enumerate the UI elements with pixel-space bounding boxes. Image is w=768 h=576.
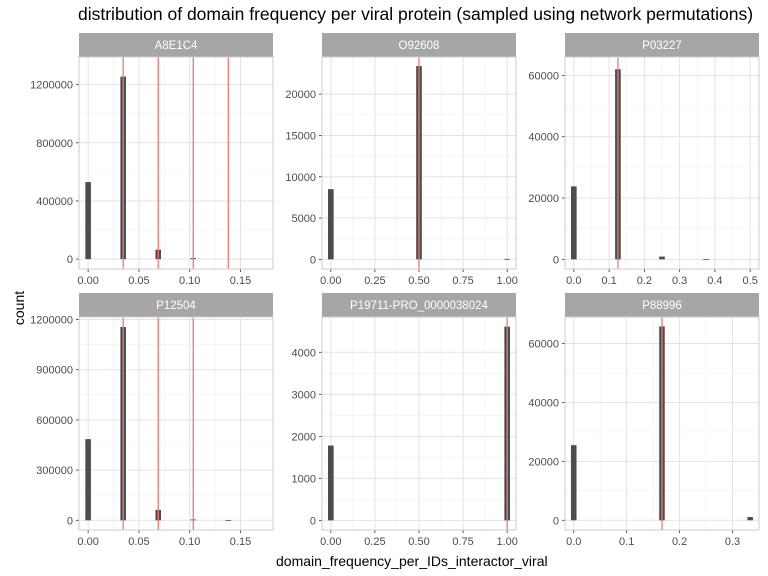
strip-O92608	[322, 33, 516, 57]
x-tick-label: 1.00	[496, 536, 517, 548]
strip-label: P19711-PRO_0000038024	[350, 300, 489, 312]
x-tick-label: 0.2	[672, 536, 687, 548]
x-tick-label: 0.00	[320, 275, 341, 287]
y-tick-label: 0	[67, 515, 73, 527]
y-tick-label: 60000	[528, 70, 559, 82]
y-tick-label: 800000	[36, 138, 73, 150]
y-tick-label: 400000	[36, 196, 73, 208]
x-tick-label: 0.05	[128, 275, 149, 287]
strip-label: P88996	[642, 300, 682, 312]
y-tick-label: 2000	[292, 431, 316, 443]
chart-title: distribution of domain frequency per vir…	[78, 4, 754, 24]
x-axis-label: domain_frequency_per_IDs_interactor_vira…	[276, 553, 548, 569]
y-tick-label: 3000	[292, 389, 316, 401]
y-tick-label: 600000	[36, 415, 73, 427]
panel-border	[564, 316, 760, 531]
y-tick-label: 0	[310, 254, 316, 266]
strip-P88996	[565, 293, 759, 317]
x-tick-label: 0.75	[452, 275, 473, 287]
histogram-bar	[703, 259, 709, 261]
x-tick-label: 0.50	[408, 536, 429, 548]
histogram-bar	[570, 186, 577, 260]
strip-P03227	[565, 33, 759, 57]
y-tick-label: 300000	[36, 465, 73, 477]
histogram-bar	[659, 256, 665, 260]
panel-border	[321, 316, 517, 531]
x-tick-label: 0.15	[230, 275, 251, 287]
x-tick-label: 0.10	[179, 275, 200, 287]
y-tick-label: 40000	[528, 397, 559, 409]
y-tick-label: 0	[310, 515, 316, 527]
histogram-bar	[504, 258, 511, 260]
y-tick-label: 20000	[528, 456, 559, 468]
x-tick-label: 0.00	[77, 275, 98, 287]
y-tick-label: 60000	[528, 339, 559, 351]
x-tick-label: 0.3	[725, 536, 740, 548]
histogram-bar	[225, 520, 232, 521]
y-tick-label: 10000	[285, 172, 316, 184]
y-tick-label: 1200000	[30, 80, 73, 92]
x-tick-label: 1.00	[496, 275, 517, 287]
histogram-bar	[327, 445, 334, 521]
x-tick-label: 0.00	[320, 536, 341, 548]
y-tick-label: 900000	[36, 365, 73, 377]
y-tick-label: 40000	[528, 132, 559, 144]
x-tick-label: 0.50	[408, 275, 429, 287]
y-tick-label: 5000	[292, 213, 316, 225]
x-tick-label: 0.15	[230, 536, 251, 548]
x-tick-label: 0.10	[179, 536, 200, 548]
strip-A8E1C4	[79, 33, 273, 57]
x-tick-label: 0.0	[566, 536, 581, 548]
strip-label: O92608	[399, 40, 440, 52]
x-tick-label: 0.5	[743, 275, 758, 287]
histogram-bar	[570, 445, 577, 521]
y-tick-label: 4000	[292, 347, 316, 359]
strip-label: P03227	[642, 40, 682, 52]
y-tick-label: 0	[553, 515, 559, 527]
y-tick-label: 20000	[528, 193, 559, 205]
y-tick-label: 0	[553, 254, 559, 266]
y-tick-label: 1200000	[30, 315, 73, 327]
histogram-bar	[747, 517, 753, 521]
strip-label: P12504	[156, 300, 196, 312]
y-tick-label: 0	[67, 254, 73, 266]
panel-border	[78, 316, 274, 531]
x-tick-label: 0.3	[672, 275, 687, 287]
x-tick-label: 0.05	[128, 536, 149, 548]
x-tick-label: 0.1	[619, 536, 634, 548]
histogram-bar	[85, 439, 91, 521]
x-tick-label: 0.0	[566, 275, 581, 287]
x-tick-label: 0.75	[452, 536, 473, 548]
x-tick-label: 0.00	[77, 536, 98, 548]
strip-P19711-PRO_0000038024	[322, 293, 516, 317]
y-tick-label: 1000	[292, 473, 316, 485]
y-tick-label: 20000	[285, 89, 316, 101]
strip-label: A8E1C4	[155, 40, 198, 52]
panel-border	[78, 56, 274, 270]
panel-border	[321, 56, 517, 270]
x-tick-label: 0.2	[637, 275, 652, 287]
x-tick-label: 0.25	[364, 536, 385, 548]
x-tick-label: 0.25	[364, 275, 385, 287]
strip-P12504	[79, 293, 273, 317]
histogram-bar	[85, 182, 91, 260]
y-tick-label: 15000	[285, 130, 316, 142]
x-tick-label: 0.4	[707, 275, 722, 287]
panel-border	[564, 56, 760, 270]
histogram-bar	[327, 189, 334, 260]
x-tick-label: 0.1	[601, 275, 616, 287]
